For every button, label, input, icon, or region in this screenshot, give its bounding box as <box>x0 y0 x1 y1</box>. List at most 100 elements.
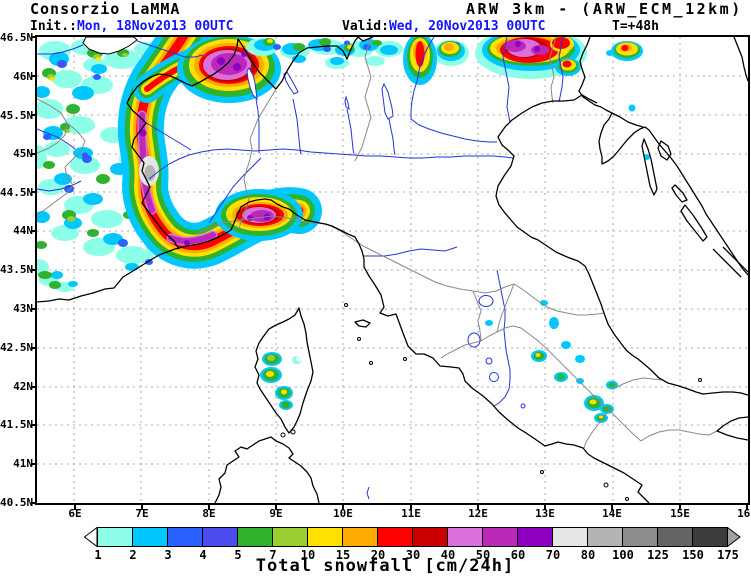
lon-label: 7E <box>135 507 149 520</box>
legend-cell <box>167 527 203 547</box>
legend-cell <box>272 527 308 547</box>
map-frame <box>25 8 750 505</box>
legend-tick-label: 125 <box>647 548 669 562</box>
legend-cell <box>202 527 238 547</box>
snowfall-central-alps <box>246 33 469 85</box>
lat-tick <box>31 424 36 426</box>
lon-tick <box>208 505 210 510</box>
rivers <box>36 36 564 500</box>
legend-tick-label: 15 <box>335 548 351 562</box>
legend-colorbar: 1 2 3 4 5 7 10 15 20 30 40 50 60 70 80 1… <box>83 527 745 563</box>
legend-cell <box>622 527 658 547</box>
legend-tick-label: 100 <box>612 548 634 562</box>
lat-tick <box>31 75 36 77</box>
lon-tick <box>74 505 76 510</box>
snowfall-apennines <box>485 300 618 423</box>
lon-tick <box>679 505 681 510</box>
regional-borders <box>36 36 718 449</box>
legend-tick-label: 80 <box>580 548 596 562</box>
legend-tick-label: 2 <box>129 548 137 562</box>
legend-cell <box>517 527 553 547</box>
small-islands <box>280 303 702 501</box>
legend-tick-label: 1 <box>94 548 102 562</box>
border-slovenia <box>578 36 749 128</box>
lat-label: 43.5N <box>0 263 34 276</box>
legend-cell <box>657 527 693 547</box>
init-time-line: Init.:Mon, 18Nov2013 00UTC <box>30 19 234 34</box>
lon-tick <box>477 505 479 510</box>
lat-tick <box>31 36 36 38</box>
lat-label: 40.5N <box>0 496 34 509</box>
lat-label: 42.5N <box>0 341 34 354</box>
lon-tick <box>342 505 344 510</box>
lat-tick <box>31 114 36 116</box>
legend-tick-label: 50 <box>475 548 491 562</box>
legend-tick-label: 7 <box>269 548 277 562</box>
legend-tick-label: 60 <box>510 548 526 562</box>
lat-label: 46N <box>13 70 33 83</box>
legend-title: Total snowfall [cm/24h] <box>255 556 515 576</box>
legend-cell <box>132 527 168 547</box>
snowfall-alps-arc <box>117 8 322 269</box>
legend-cell <box>447 527 483 547</box>
coastlines-national-borders <box>36 36 749 504</box>
lon-label: 16E <box>737 507 751 520</box>
coastline-gargano-south <box>716 416 749 441</box>
lat-label: 46.5N <box>0 31 34 44</box>
valid-value: Wed, 20Nov2013 00UTC <box>388 19 546 34</box>
valid-time-line: Valid:Wed, 20Nov2013 00UTC <box>342 19 546 34</box>
coastline-sardinia-north <box>214 436 320 504</box>
coastline-italy-adriatic <box>495 94 749 396</box>
init-value: Mon, 18Nov2013 00UTC <box>76 19 234 34</box>
legend-cell <box>412 527 448 547</box>
legend-cell <box>692 527 728 547</box>
legend-tick-label: 4 <box>199 548 207 562</box>
lat-tick <box>31 386 36 388</box>
legend-tick-label: 70 <box>545 548 561 562</box>
legend-tick-label: 175 <box>717 548 739 562</box>
lat-label: 45N <box>13 147 33 160</box>
lon-label: 10E <box>333 507 353 520</box>
legend-cell <box>237 527 273 547</box>
lat-tick <box>31 308 36 310</box>
legend-cell <box>377 527 413 547</box>
legend-tick-label: 20 <box>370 548 386 562</box>
snowfall-friuli-cells <box>475 27 650 160</box>
lat-tick <box>31 463 36 465</box>
legend-cell <box>587 527 623 547</box>
border-switzerland-italy <box>143 36 374 90</box>
lat-tick <box>31 191 36 193</box>
snowfall-corsica <box>260 352 302 410</box>
legend-tick-label: 10 <box>300 548 316 562</box>
legend-overflow-arrow-icon <box>727 527 741 547</box>
lon-label: 13E <box>535 507 555 520</box>
lon-tick <box>410 505 412 510</box>
legend-tick-label: 30 <box>405 548 421 562</box>
lat-tick <box>31 269 36 271</box>
coastline-italy-west <box>36 198 650 504</box>
legend-cell <box>482 527 518 547</box>
legend-tick-label: 150 <box>682 548 704 562</box>
lat-label: 43N <box>13 302 33 315</box>
lon-tick <box>544 505 546 510</box>
lon-tick <box>275 505 277 510</box>
croatian-islands <box>641 138 749 278</box>
lon-label: 12E <box>468 507 488 520</box>
legend-cell <box>307 527 343 547</box>
lat-label: 41N <box>13 457 33 470</box>
lat-tick <box>31 153 36 155</box>
lat-tick <box>31 347 36 349</box>
lon-tick <box>141 505 143 510</box>
legend-tick-label: 3 <box>164 548 172 562</box>
lon-tick <box>746 505 748 510</box>
lake-geneva-outline <box>82 36 138 55</box>
lat-label: 44N <box>13 224 33 237</box>
brand-title: Consorzio LaMMA <box>30 0 181 18</box>
lon-label: 14E <box>602 507 622 520</box>
lon-label: 8E <box>202 507 216 520</box>
lat-label: 42N <box>13 380 33 393</box>
lon-label: 9E <box>269 507 283 520</box>
lat-label: 45.5N <box>0 109 34 122</box>
legend-cell <box>552 527 588 547</box>
